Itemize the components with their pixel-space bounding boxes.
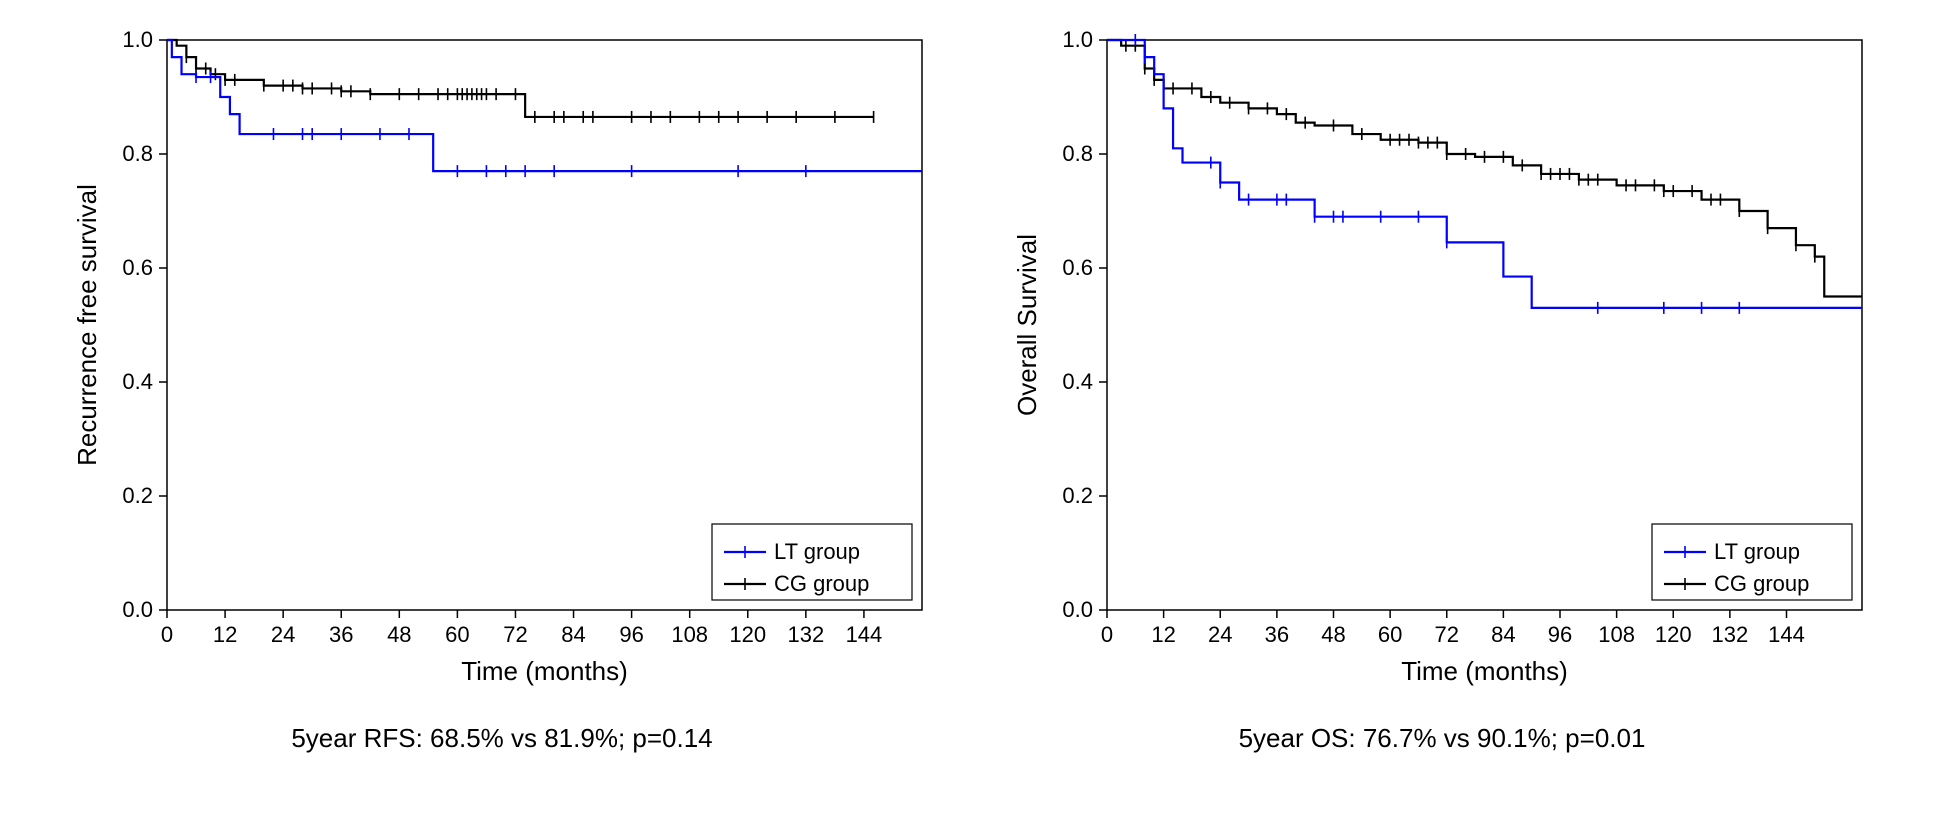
caption-rfs: 5year RFS: 68.5% vs 81.9%; p=0.14 bbox=[291, 723, 712, 754]
svg-text:0.4: 0.4 bbox=[1062, 369, 1093, 394]
svg-text:0: 0 bbox=[1101, 622, 1113, 647]
svg-text:144: 144 bbox=[1768, 622, 1805, 647]
svg-text:Overall Survival: Overall Survival bbox=[1012, 234, 1042, 416]
svg-text:132: 132 bbox=[1712, 622, 1749, 647]
svg-text:0.4: 0.4 bbox=[122, 369, 153, 394]
svg-text:0: 0 bbox=[161, 622, 173, 647]
svg-text:0.6: 0.6 bbox=[1062, 255, 1093, 280]
svg-text:72: 72 bbox=[503, 622, 527, 647]
svg-text:Time (months): Time (months) bbox=[1401, 656, 1568, 686]
chart-os: 0 12 24 36 48 60 72 84 96 108 120 132 144 0.0 0.2 0.4 0.… bbox=[1002, 20, 1882, 705]
svg-text:72: 72 bbox=[1435, 622, 1459, 647]
svg-text:132: 132 bbox=[787, 622, 824, 647]
svg-text:0.6: 0.6 bbox=[122, 255, 153, 280]
svg-text:0.0: 0.0 bbox=[122, 597, 153, 622]
svg-text:0.0: 0.0 bbox=[1062, 597, 1093, 622]
svg-text:24: 24 bbox=[1208, 622, 1232, 647]
panel-rfs: 0 12 24 36 48 60 72 84 96 108 120 132 144 0.0 0.2 0.4 0.… bbox=[62, 20, 942, 754]
svg-text:108: 108 bbox=[671, 622, 708, 647]
svg-text:CG group: CG group bbox=[774, 571, 869, 596]
svg-text:108: 108 bbox=[1598, 622, 1635, 647]
svg-text:0.8: 0.8 bbox=[1062, 141, 1093, 166]
svg-text:96: 96 bbox=[1548, 622, 1572, 647]
svg-text:0.2: 0.2 bbox=[122, 483, 153, 508]
svg-text:0.8: 0.8 bbox=[122, 141, 153, 166]
svg-text:24: 24 bbox=[271, 622, 295, 647]
svg-text:60: 60 bbox=[1378, 622, 1402, 647]
svg-text:120: 120 bbox=[729, 622, 766, 647]
svg-text:CG group: CG group bbox=[1714, 571, 1809, 596]
svg-text:Recurrence free survival: Recurrence free survival bbox=[72, 184, 102, 466]
svg-text:0.2: 0.2 bbox=[1062, 483, 1093, 508]
figure-container: 012243648607284961081201321440.00.20.40.… bbox=[20, 20, 1924, 754]
chart-rfs: 0 12 24 36 48 60 72 84 96 108 120 132 144 0.0 0.2 0.4 0.… bbox=[62, 20, 942, 705]
caption-os: 5year OS: 76.7% vs 90.1%; p=0.01 bbox=[1239, 723, 1646, 754]
svg-text:96: 96 bbox=[619, 622, 643, 647]
svg-text:LT group: LT group bbox=[1714, 539, 1800, 564]
svg-text:120: 120 bbox=[1655, 622, 1692, 647]
svg-text:84: 84 bbox=[1491, 622, 1515, 647]
svg-text:48: 48 bbox=[387, 622, 411, 647]
svg-text:60: 60 bbox=[445, 622, 469, 647]
svg-text:144: 144 bbox=[846, 622, 883, 647]
svg-text:36: 36 bbox=[1265, 622, 1289, 647]
svg-text:1.0: 1.0 bbox=[122, 27, 153, 52]
svg-text:Time (months): Time (months) bbox=[461, 656, 628, 686]
svg-text:84: 84 bbox=[561, 622, 585, 647]
svg-text:12: 12 bbox=[1151, 622, 1175, 647]
svg-text:12: 12 bbox=[213, 622, 237, 647]
panel-os: 0 12 24 36 48 60 72 84 96 108 120 132 144 0.0 0.2 0.4 0.… bbox=[1002, 20, 1882, 754]
svg-text:1.0: 1.0 bbox=[1062, 27, 1093, 52]
svg-text:48: 48 bbox=[1321, 622, 1345, 647]
svg-text:36: 36 bbox=[329, 622, 353, 647]
svg-text:LT group: LT group bbox=[774, 539, 860, 564]
